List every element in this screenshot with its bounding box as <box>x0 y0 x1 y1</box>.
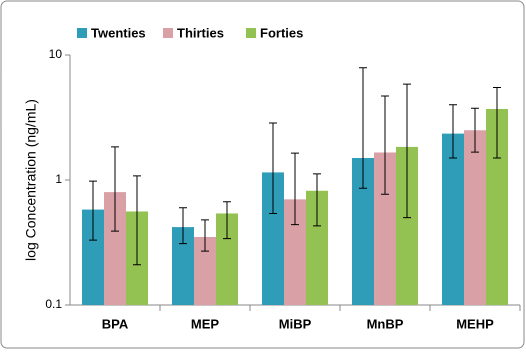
x-tick-label: MEHP <box>456 316 494 331</box>
error-bar <box>89 180 97 241</box>
legend-swatch <box>163 28 173 38</box>
error-bar <box>381 95 389 195</box>
error-bar <box>133 175 141 266</box>
error-bar <box>223 201 231 240</box>
bar <box>486 108 508 305</box>
error-bar <box>359 67 367 189</box>
x-tick-label: BPA <box>102 316 129 331</box>
bar <box>194 236 216 305</box>
legend-label: Thirties <box>177 25 224 40</box>
error-bar <box>269 122 277 214</box>
legend-label: Twenties <box>91 25 146 40</box>
bar <box>396 146 418 305</box>
legend-label: Forties <box>260 25 303 40</box>
x-tick-label: MnBP <box>367 316 404 331</box>
error-bar <box>449 104 457 159</box>
bar <box>104 192 126 305</box>
bar <box>82 209 104 305</box>
y-tick-label: 0.1 <box>45 297 62 311</box>
x-tick-label: MiBP <box>279 316 312 331</box>
bar <box>216 213 238 305</box>
bar <box>464 130 486 305</box>
bar <box>442 133 464 305</box>
error-bar <box>291 152 299 226</box>
error-bar <box>179 207 187 245</box>
bar <box>284 199 306 305</box>
bar <box>262 172 284 305</box>
legend-swatch <box>246 28 256 38</box>
y-axis-label: log Concentration (ng/mL) <box>23 99 39 261</box>
bar <box>172 227 194 305</box>
error-bar <box>471 107 479 153</box>
y-tick-label: 10 <box>49 47 63 61</box>
x-tick-label: MEP <box>191 316 220 331</box>
error-bar <box>493 86 501 159</box>
error-bar <box>111 146 119 232</box>
bar <box>374 152 396 305</box>
bar <box>306 190 328 305</box>
error-bar <box>313 173 321 227</box>
error-bar <box>201 219 209 252</box>
y-tick-label: 1 <box>55 172 62 186</box>
error-bar <box>403 83 411 219</box>
legend-swatch <box>77 28 87 38</box>
bar <box>352 157 374 305</box>
